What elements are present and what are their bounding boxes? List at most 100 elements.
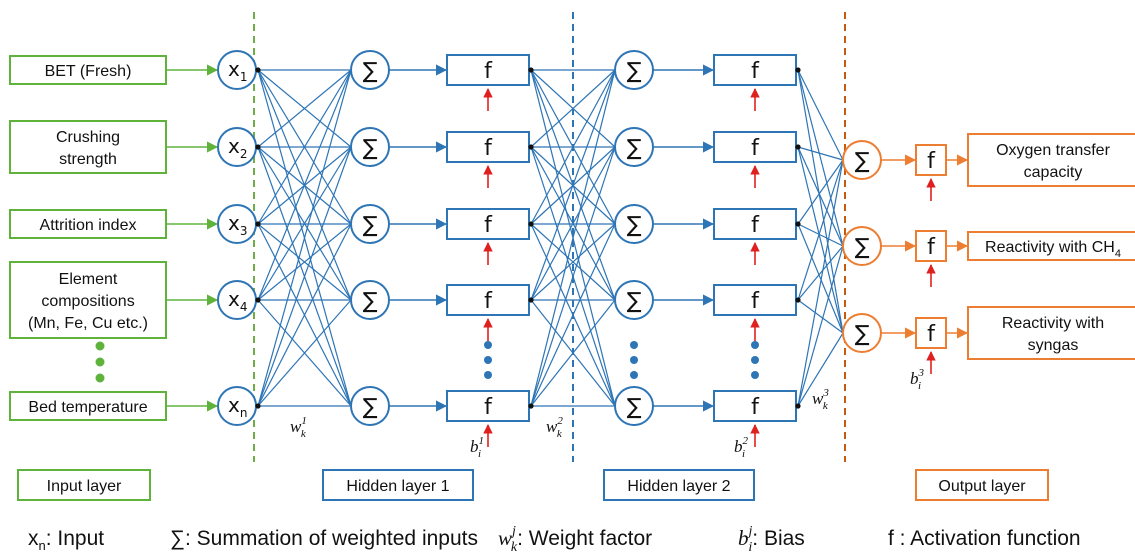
- activation-symbol: f: [751, 213, 760, 238]
- weight-line: [797, 69, 844, 247]
- input-node-label: x2: [228, 134, 247, 161]
- weight-line: [797, 159, 844, 407]
- output-dot: [255, 403, 261, 409]
- input-label: Crushing: [56, 129, 120, 146]
- weight-line: [797, 159, 844, 301]
- hidden-sum-node: [614, 127, 654, 167]
- activation-symbol: f: [751, 59, 760, 84]
- sum-symbol: ∑: [627, 289, 642, 314]
- output-dot: [528, 403, 534, 409]
- sum-symbol: ∑: [363, 136, 378, 161]
- weight-line: [797, 299, 844, 334]
- weight-line: [257, 69, 352, 225]
- layer-title: Hidden layer 2: [627, 478, 730, 495]
- ellipsis-dot: [484, 371, 492, 379]
- bias-annotation: b2 i: [734, 435, 749, 460]
- weight-line: [257, 223, 352, 407]
- output-dot: [795, 67, 801, 73]
- weight-line: [257, 69, 352, 407]
- weight-line: [530, 146, 616, 301]
- input-label: Attrition index: [40, 217, 137, 234]
- output-dot: [255, 67, 261, 73]
- legend-weight: wj k: Weight factor: [498, 524, 652, 555]
- hidden-sum-node: [614, 386, 654, 426]
- activation-symbol: f: [484, 213, 493, 238]
- layer-title: Input layer: [47, 478, 122, 495]
- activation-box: [713, 284, 797, 316]
- layer-title-box: [17, 469, 151, 501]
- weight-line: [797, 245, 844, 407]
- ellipsis-dot: [630, 356, 638, 364]
- output-label: capacity: [1024, 164, 1083, 181]
- ellipsis-dot: [630, 341, 638, 349]
- hidden-sum-node: [614, 50, 654, 90]
- ellipsis-dot: [95, 357, 105, 367]
- output-box: [967, 231, 1135, 261]
- activation-box: [713, 208, 797, 240]
- weight-line: [257, 146, 352, 407]
- sum-symbol: ∑: [363, 395, 378, 420]
- weight-line: [530, 299, 616, 407]
- activation-box: [446, 131, 530, 163]
- activation-symbol: f: [927, 322, 936, 347]
- legend-activation: f : Activation function: [888, 527, 1081, 550]
- weight-line: [257, 69, 352, 301]
- legend-bias: bj i: Bias: [738, 524, 805, 555]
- input-node-label: x4: [228, 287, 247, 314]
- output-sum-node: [842, 226, 882, 266]
- sum-symbol: ∑: [855, 322, 870, 347]
- output-dot: [795, 297, 801, 303]
- input-box: [9, 261, 167, 339]
- diagram-labels: BET (Fresh) x1 Crushing strength x2 Attrition…: [28, 57, 1121, 555]
- weight-line: [797, 332, 844, 407]
- weight-annotation: w3 k: [812, 387, 829, 412]
- weight-line: [530, 223, 616, 301]
- ellipsis-dot: [751, 371, 759, 379]
- hidden-sum-node: [350, 204, 390, 244]
- weight-line: [797, 223, 844, 247]
- hidden-sum-node: [350, 280, 390, 320]
- activation-symbol: f: [484, 395, 493, 420]
- weight-line: [797, 245, 844, 301]
- output-dot: [528, 221, 534, 227]
- weight-line: [530, 69, 616, 407]
- output-dot: [795, 144, 801, 150]
- weight-connections: [166, 64, 969, 447]
- hidden-sum-node: [614, 280, 654, 320]
- output-box: [967, 133, 1135, 187]
- layer-title-box: [915, 469, 1049, 501]
- layer-dividers: [253, 12, 846, 462]
- activation-symbol: f: [484, 59, 493, 84]
- input-label: Bed temperature: [28, 399, 147, 416]
- activation-symbol: f: [927, 149, 936, 174]
- hidden-sum-node: [350, 386, 390, 426]
- input-node-label: xn: [228, 393, 247, 420]
- weight-line: [530, 223, 616, 407]
- input-node-label: x1: [228, 57, 247, 84]
- ellipsis-dot: [484, 341, 492, 349]
- sum-symbol: ∑: [627, 213, 642, 238]
- legend-summation: ∑: Summation of weighted inputs: [170, 527, 478, 550]
- activation-box: [713, 54, 797, 86]
- weight-line: [797, 223, 844, 334]
- sum-symbol: ∑: [363, 213, 378, 238]
- output-dot: [528, 144, 534, 150]
- bias-annotation: b3 i: [910, 367, 925, 392]
- activation-symbol: f: [927, 235, 936, 260]
- layer-title: Hidden layer 1: [346, 478, 449, 495]
- activation-symbol: f: [751, 395, 760, 420]
- weight-annotation: w2 k: [546, 415, 563, 440]
- sum-symbol: ∑: [627, 136, 642, 161]
- weight-line: [797, 159, 844, 225]
- weight-line: [797, 69, 844, 161]
- activation-symbol: f: [751, 136, 760, 161]
- activation-symbol: f: [484, 136, 493, 161]
- ellipsis-dot: [95, 373, 105, 383]
- sum-symbol: ∑: [855, 235, 870, 260]
- sum-symbol: ∑: [627, 59, 642, 84]
- output-label: syngas: [1028, 337, 1079, 354]
- sum-symbol: ∑: [627, 395, 642, 420]
- input-box: [9, 55, 167, 85]
- input-box: [9, 209, 167, 239]
- input-box: [9, 120, 167, 174]
